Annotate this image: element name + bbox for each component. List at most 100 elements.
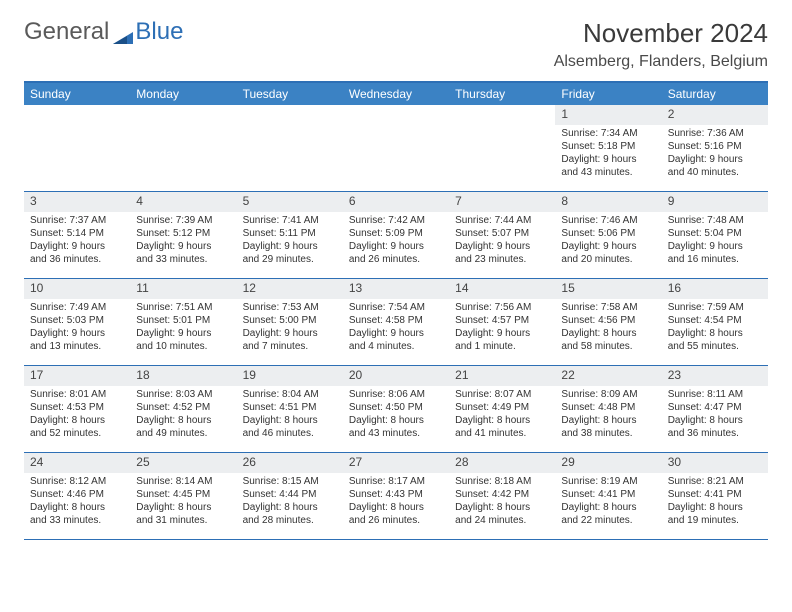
day-cell: 21Sunrise: 8:07 AMSunset: 4:49 PMDayligh… bbox=[449, 366, 555, 452]
daylight-text: Daylight: 8 hours and 31 minutes. bbox=[136, 501, 230, 527]
day-number: 9 bbox=[662, 192, 768, 212]
day-body: Sunrise: 8:03 AMSunset: 4:52 PMDaylight:… bbox=[130, 386, 236, 444]
day-cell: 9Sunrise: 7:48 AMSunset: 5:04 PMDaylight… bbox=[662, 192, 768, 278]
daylight-text: Daylight: 8 hours and 22 minutes. bbox=[561, 501, 655, 527]
logo-word2: Blue bbox=[135, 18, 183, 46]
daylight-text: Daylight: 9 hours and 40 minutes. bbox=[668, 153, 762, 179]
empty-cell bbox=[237, 105, 343, 191]
day-cell: 29Sunrise: 8:19 AMSunset: 4:41 PMDayligh… bbox=[555, 453, 661, 539]
empty-cell bbox=[130, 105, 236, 191]
day-cell: 12Sunrise: 7:53 AMSunset: 5:00 PMDayligh… bbox=[237, 279, 343, 365]
sunset-text: Sunset: 4:54 PM bbox=[668, 314, 762, 327]
daylight-text: Daylight: 9 hours and 20 minutes. bbox=[561, 240, 655, 266]
daylight-text: Daylight: 9 hours and 23 minutes. bbox=[455, 240, 549, 266]
day-cell: 23Sunrise: 8:11 AMSunset: 4:47 PMDayligh… bbox=[662, 366, 768, 452]
daylight-text: Daylight: 8 hours and 19 minutes. bbox=[668, 501, 762, 527]
sunrise-text: Sunrise: 7:39 AM bbox=[136, 214, 230, 227]
sunset-text: Sunset: 4:41 PM bbox=[668, 488, 762, 501]
sunrise-text: Sunrise: 7:42 AM bbox=[349, 214, 443, 227]
dayname: Tuesday bbox=[237, 83, 343, 105]
day-cell: 16Sunrise: 7:59 AMSunset: 4:54 PMDayligh… bbox=[662, 279, 768, 365]
daylight-text: Daylight: 8 hours and 43 minutes. bbox=[349, 414, 443, 440]
day-cell: 14Sunrise: 7:56 AMSunset: 4:57 PMDayligh… bbox=[449, 279, 555, 365]
day-body: Sunrise: 7:56 AMSunset: 4:57 PMDaylight:… bbox=[449, 299, 555, 357]
sunrise-text: Sunrise: 8:18 AM bbox=[455, 475, 549, 488]
sunrise-text: Sunrise: 8:07 AM bbox=[455, 388, 549, 401]
day-number: 1 bbox=[555, 105, 661, 125]
day-cell: 8Sunrise: 7:46 AMSunset: 5:06 PMDaylight… bbox=[555, 192, 661, 278]
day-cell: 1Sunrise: 7:34 AMSunset: 5:18 PMDaylight… bbox=[555, 105, 661, 191]
sunrise-text: Sunrise: 7:37 AM bbox=[30, 214, 124, 227]
day-body: Sunrise: 7:41 AMSunset: 5:11 PMDaylight:… bbox=[237, 212, 343, 270]
daylight-text: Daylight: 8 hours and 36 minutes. bbox=[668, 414, 762, 440]
day-number: 15 bbox=[555, 279, 661, 299]
sunrise-text: Sunrise: 7:41 AM bbox=[243, 214, 337, 227]
daylight-text: Daylight: 8 hours and 28 minutes. bbox=[243, 501, 337, 527]
day-cell: 13Sunrise: 7:54 AMSunset: 4:58 PMDayligh… bbox=[343, 279, 449, 365]
day-body: Sunrise: 7:51 AMSunset: 5:01 PMDaylight:… bbox=[130, 299, 236, 357]
sunrise-text: Sunrise: 7:44 AM bbox=[455, 214, 549, 227]
weeks-container: 1Sunrise: 7:34 AMSunset: 5:18 PMDaylight… bbox=[24, 105, 768, 540]
day-body: Sunrise: 7:46 AMSunset: 5:06 PMDaylight:… bbox=[555, 212, 661, 270]
day-body: Sunrise: 7:36 AMSunset: 5:16 PMDaylight:… bbox=[662, 125, 768, 183]
week-row: 10Sunrise: 7:49 AMSunset: 5:03 PMDayligh… bbox=[24, 279, 768, 366]
month-title: November 2024 bbox=[554, 18, 768, 49]
daylight-text: Daylight: 8 hours and 55 minutes. bbox=[668, 327, 762, 353]
week-row: 3Sunrise: 7:37 AMSunset: 5:14 PMDaylight… bbox=[24, 192, 768, 279]
daylight-text: Daylight: 9 hours and 1 minute. bbox=[455, 327, 549, 353]
day-cell: 5Sunrise: 7:41 AMSunset: 5:11 PMDaylight… bbox=[237, 192, 343, 278]
day-cell: 10Sunrise: 7:49 AMSunset: 5:03 PMDayligh… bbox=[24, 279, 130, 365]
day-body: Sunrise: 7:48 AMSunset: 5:04 PMDaylight:… bbox=[662, 212, 768, 270]
day-cell: 7Sunrise: 7:44 AMSunset: 5:07 PMDaylight… bbox=[449, 192, 555, 278]
dayname: Friday bbox=[555, 83, 661, 105]
day-body: Sunrise: 7:39 AMSunset: 5:12 PMDaylight:… bbox=[130, 212, 236, 270]
daylight-text: Daylight: 9 hours and 36 minutes. bbox=[30, 240, 124, 266]
sunrise-text: Sunrise: 8:04 AM bbox=[243, 388, 337, 401]
day-number: 11 bbox=[130, 279, 236, 299]
sunset-text: Sunset: 5:09 PM bbox=[349, 227, 443, 240]
day-number: 26 bbox=[237, 453, 343, 473]
week-row: 1Sunrise: 7:34 AMSunset: 5:18 PMDaylight… bbox=[24, 105, 768, 192]
location: Alsemberg, Flanders, Belgium bbox=[554, 53, 768, 71]
sunset-text: Sunset: 5:16 PM bbox=[668, 140, 762, 153]
day-cell: 4Sunrise: 7:39 AMSunset: 5:12 PMDaylight… bbox=[130, 192, 236, 278]
sunset-text: Sunset: 4:45 PM bbox=[136, 488, 230, 501]
dayname: Thursday bbox=[449, 83, 555, 105]
day-number: 24 bbox=[24, 453, 130, 473]
day-number: 6 bbox=[343, 192, 449, 212]
dayname: Monday bbox=[130, 83, 236, 105]
sunrise-text: Sunrise: 8:12 AM bbox=[30, 475, 124, 488]
daylight-text: Daylight: 9 hours and 33 minutes. bbox=[136, 240, 230, 266]
sunset-text: Sunset: 5:04 PM bbox=[668, 227, 762, 240]
daylight-text: Daylight: 9 hours and 43 minutes. bbox=[561, 153, 655, 179]
day-cell: 19Sunrise: 8:04 AMSunset: 4:51 PMDayligh… bbox=[237, 366, 343, 452]
sunset-text: Sunset: 4:43 PM bbox=[349, 488, 443, 501]
day-number: 2 bbox=[662, 105, 768, 125]
day-body: Sunrise: 8:18 AMSunset: 4:42 PMDaylight:… bbox=[449, 473, 555, 531]
day-number: 22 bbox=[555, 366, 661, 386]
day-number: 27 bbox=[343, 453, 449, 473]
sunset-text: Sunset: 5:06 PM bbox=[561, 227, 655, 240]
day-cell: 11Sunrise: 7:51 AMSunset: 5:01 PMDayligh… bbox=[130, 279, 236, 365]
day-body: Sunrise: 7:37 AMSunset: 5:14 PMDaylight:… bbox=[24, 212, 130, 270]
day-number: 17 bbox=[24, 366, 130, 386]
sunset-text: Sunset: 4:51 PM bbox=[243, 401, 337, 414]
calendar-page: General Blue November 2024 Alsemberg, Fl… bbox=[0, 0, 792, 558]
day-number: 21 bbox=[449, 366, 555, 386]
sunrise-text: Sunrise: 7:56 AM bbox=[455, 301, 549, 314]
sunrise-text: Sunrise: 7:49 AM bbox=[30, 301, 124, 314]
sunrise-text: Sunrise: 7:46 AM bbox=[561, 214, 655, 227]
day-cell: 30Sunrise: 8:21 AMSunset: 4:41 PMDayligh… bbox=[662, 453, 768, 539]
dayname: Wednesday bbox=[343, 83, 449, 105]
sunset-text: Sunset: 4:46 PM bbox=[30, 488, 124, 501]
day-body: Sunrise: 8:01 AMSunset: 4:53 PMDaylight:… bbox=[24, 386, 130, 444]
day-number: 7 bbox=[449, 192, 555, 212]
day-body: Sunrise: 7:59 AMSunset: 4:54 PMDaylight:… bbox=[662, 299, 768, 357]
sunset-text: Sunset: 4:58 PM bbox=[349, 314, 443, 327]
sunset-text: Sunset: 4:57 PM bbox=[455, 314, 549, 327]
week-row: 17Sunrise: 8:01 AMSunset: 4:53 PMDayligh… bbox=[24, 366, 768, 453]
sunset-text: Sunset: 5:11 PM bbox=[243, 227, 337, 240]
day-body: Sunrise: 7:44 AMSunset: 5:07 PMDaylight:… bbox=[449, 212, 555, 270]
sunset-text: Sunset: 4:48 PM bbox=[561, 401, 655, 414]
sunset-text: Sunset: 5:12 PM bbox=[136, 227, 230, 240]
